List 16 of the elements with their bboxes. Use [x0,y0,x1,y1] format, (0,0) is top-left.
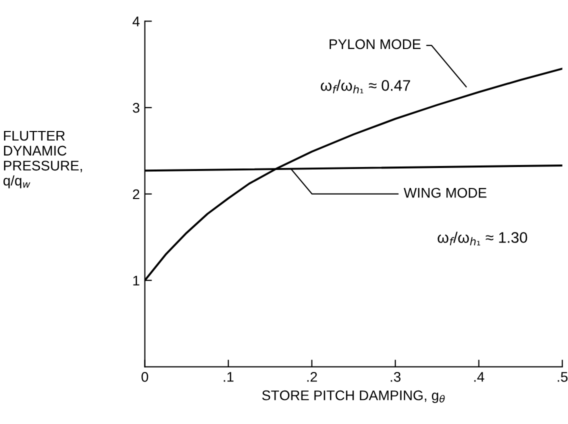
x-axis-title: STORE PITCH DAMPING, g$_{θ}$ [262,390,445,404]
y-tick-label: 1 [133,276,140,286]
y-axis-title: FLUTTER DYNAMIC PRESSURE, q/q$_{w}$ [3,130,82,188]
annotation: ω$_{f}$/ω$_{h₁}$ ≈ 1.30 [438,232,528,246]
x-tick-label: .4 [474,372,484,382]
y-tick-label: 2 [132,189,140,200]
y-tick-label: 3 [132,102,140,113]
x-tick-label: 0 [142,372,148,382]
x-tick-label: .2 [307,372,317,382]
x-tick-label: .3 [390,372,401,382]
x-tick-label: .1 [224,372,234,382]
annotation: ω$_{f}$/ω$_{h₁}$ ≈ 0.47 [320,80,410,94]
x-tick-label: .5 [558,372,568,382]
series-label: WING MODE [404,188,486,198]
y-tick-label: 4 [132,16,140,26]
text: PYLON MODE [330,39,421,50]
